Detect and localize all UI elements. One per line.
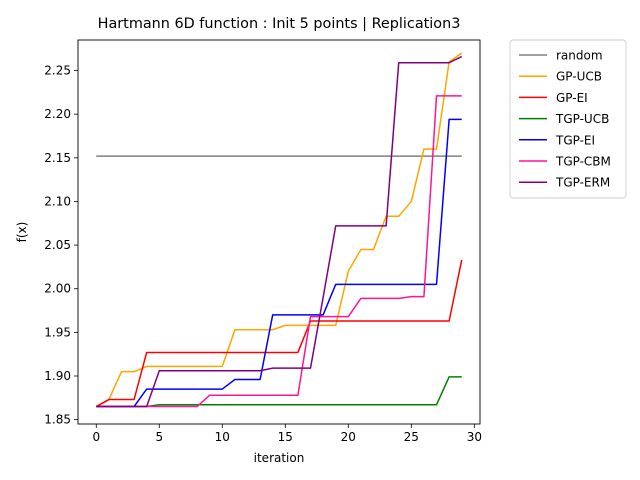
y-tick-label: 2.15 — [44, 151, 71, 165]
legend-label: GP-EI — [556, 91, 588, 105]
y-tick-label: 2.10 — [44, 194, 71, 208]
series-line-tgp-erm — [96, 55, 463, 408]
y-tick-label: 2.20 — [44, 107, 71, 121]
legend-label: GP-UCB — [556, 70, 602, 84]
x-tick-label: 30 — [467, 430, 482, 444]
y-axis-label: f(x) — [15, 222, 29, 243]
series-line-tgp-ei — [96, 118, 462, 408]
x-tick-label: 10 — [215, 430, 230, 444]
x-tick-label: 0 — [92, 430, 100, 444]
plot-frame — [77, 39, 481, 425]
legend: random GP-UCB GP-EI TGP-UCB TGP-EI TGP-CBM TGP… — [509, 39, 627, 199]
y-tick-label: 1.90 — [44, 369, 71, 383]
legend-label: TGP-EI — [555, 133, 595, 147]
series-line-tgp-cbm — [96, 95, 462, 408]
series-line-gp-ucb — [95, 52, 463, 408]
y-tick-label: 1.95 — [44, 325, 71, 339]
legend-label: random — [556, 49, 603, 63]
y-tick-label: 2.00 — [44, 282, 71, 296]
x-tick-label: 25 — [404, 430, 419, 444]
legend-frame — [509, 39, 627, 199]
series-line-gp-ei — [95, 259, 463, 408]
y-axis: 1.85 1.90 1.95 2.00 2.05 2.10 2.15 2.20 2.25 — [44, 64, 78, 427]
plot-lines — [95, 52, 463, 408]
series-line-tgp-ucb — [96, 376, 462, 408]
legend-label: TGP-ERM — [555, 176, 610, 190]
x-axis: 0 5 10 15 20 25 30 — [92, 424, 482, 444]
x-tick-label: 15 — [278, 430, 293, 444]
x-tick-label: 20 — [341, 430, 356, 444]
legend-label: TGP-UCB — [555, 112, 609, 126]
chart-title: Hartmann 6D function : Init 5 points | R… — [98, 16, 461, 32]
y-tick-label: 2.05 — [44, 238, 71, 252]
y-tick-label: 1.85 — [44, 413, 71, 427]
y-tick-label: 2.25 — [44, 64, 71, 78]
x-axis-label: iteration — [254, 451, 305, 465]
x-tick-label: 5 — [155, 430, 163, 444]
legend-label: TGP-CBM — [555, 155, 611, 169]
